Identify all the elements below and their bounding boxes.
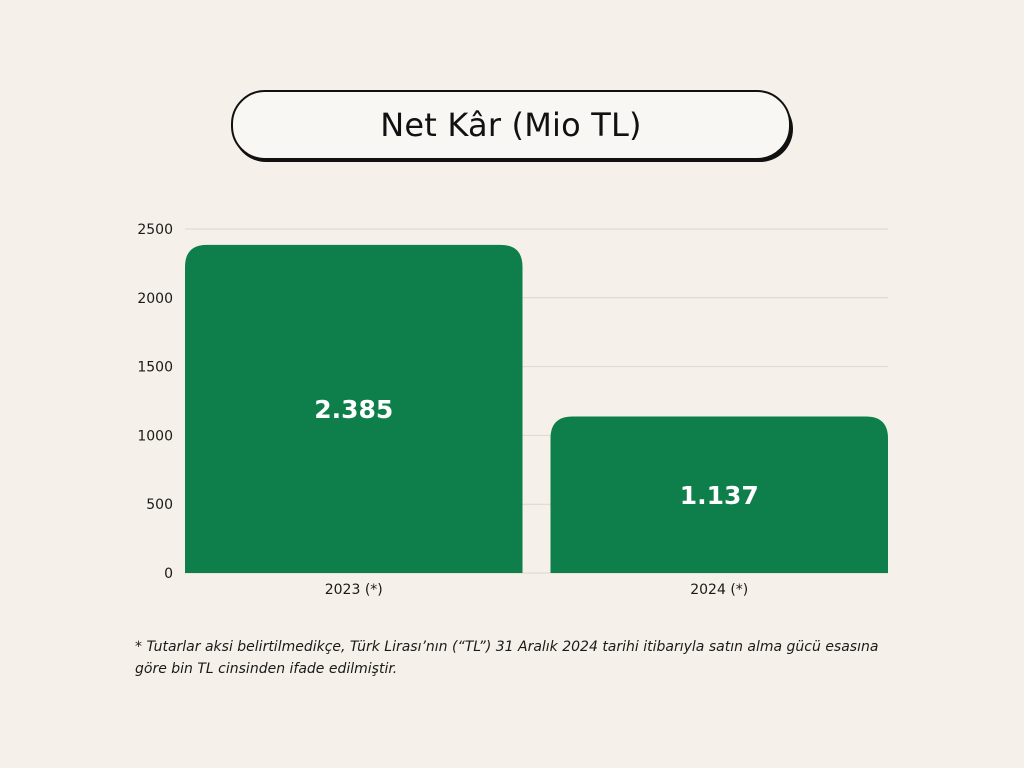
x-tick-label: 2023 (*) (325, 582, 383, 598)
footnote: * Tutarlar aksi belirtilmedikçe, Türk Li… (135, 639, 879, 677)
y-tick-label: 2000 (137, 291, 173, 307)
chart-title: Net Kâr (Mio TL) (380, 106, 642, 144)
y-tick-label: 2500 (137, 222, 173, 238)
chart-title-box: Net Kâr (Mio TL) (231, 90, 793, 164)
y-tick-label: 500 (146, 497, 173, 513)
x-tick-label: 2024 (*) (690, 582, 748, 598)
y-tick-label: 1000 (137, 428, 173, 444)
bar-value-label: 2.385 (314, 395, 393, 424)
y-tick-label: 0 (164, 566, 173, 582)
bar-value-label: 1.137 (680, 481, 759, 510)
bar-0 (185, 244, 523, 573)
title-pill: Net Kâr (Mio TL) (231, 90, 791, 160)
y-tick-label: 1500 (137, 360, 173, 376)
bar-1 (550, 416, 888, 573)
